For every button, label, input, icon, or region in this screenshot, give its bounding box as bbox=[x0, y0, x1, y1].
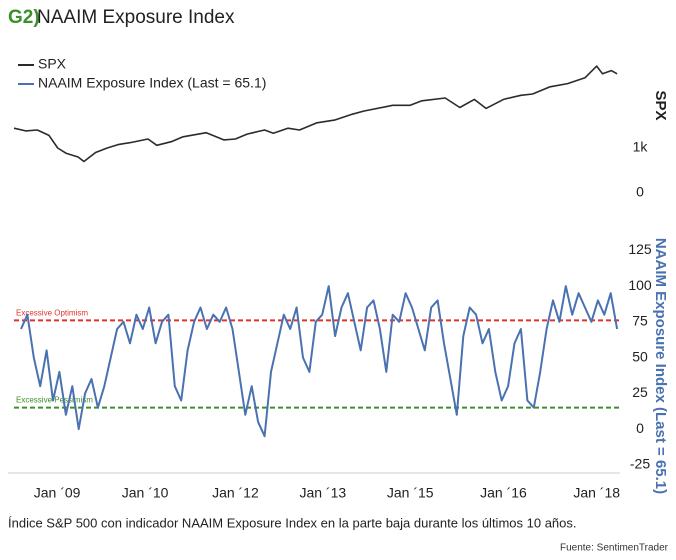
y-tick-label: 75 bbox=[632, 313, 648, 329]
y-tick-label: 50 bbox=[632, 348, 648, 364]
y-tick-label: -25 bbox=[630, 456, 650, 472]
caption: Índice S&P 500 con indicador NAAIM Expos… bbox=[8, 515, 577, 530]
reference-label: Excessive Pessimism bbox=[16, 396, 93, 405]
x-tick-label: Jan ´18 bbox=[573, 485, 620, 501]
x-tick-label: Jan ´12 bbox=[212, 485, 259, 501]
y-tick-label: 0 bbox=[636, 420, 644, 436]
y-tick-label: 0 bbox=[636, 184, 644, 200]
figure-tag: G2) bbox=[8, 7, 40, 28]
legend-label: SPX bbox=[38, 56, 67, 72]
source: Fuente: SentimenTrader bbox=[560, 543, 669, 554]
x-tick-label: Jan ´09 bbox=[34, 485, 81, 501]
title: NAAIM Exposure Index bbox=[37, 7, 235, 28]
y-axis-label: SPX bbox=[652, 90, 669, 120]
x-tick-label: Jan ´13 bbox=[299, 485, 346, 501]
reference-label: Excessive Optimism bbox=[16, 308, 88, 317]
x-tick-label: Jan ´10 bbox=[122, 485, 169, 501]
series-line bbox=[20, 285, 619, 438]
legend-label: NAAIM Exposure Index (Last = 65.1) bbox=[38, 75, 266, 91]
y-tick-label: 1k bbox=[633, 139, 649, 155]
series-line bbox=[13, 65, 618, 163]
y-tick-label: 125 bbox=[628, 241, 652, 257]
y-tick-label: 100 bbox=[628, 277, 652, 293]
y-axis-label: NAAIM Exposure Index (Last = 65.1) bbox=[652, 238, 669, 494]
x-tick-label: Jan ´15 bbox=[387, 485, 434, 501]
x-tick-label: Jan ´16 bbox=[480, 485, 527, 501]
y-tick-label: 25 bbox=[632, 384, 648, 400]
